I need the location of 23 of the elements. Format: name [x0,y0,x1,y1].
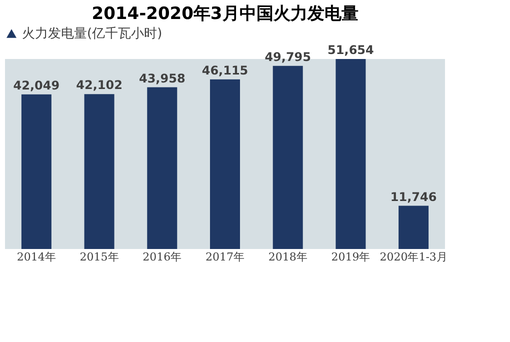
x-tick-label: 2017年 [206,250,244,264]
bar [398,206,429,249]
data-label: 49,795 [264,50,312,64]
data-label: 46,115 [202,63,248,78]
bar [147,87,178,249]
bar [21,94,52,249]
bar [84,94,114,249]
data-label: 11,746 [390,190,437,204]
x-tick-label: 2014年 [16,250,56,264]
data-label: 51,654 [328,43,374,57]
x-tick-label: 2015年 [80,250,119,264]
chart-title: 2014-2020年3月中国火力发电量 [92,4,358,24]
data-label: 42,049 [13,78,60,92]
legend-label: 火力发电量(亿千瓦小时) [22,26,162,42]
x-tick-label: 2016年 [142,250,182,264]
data-label: 43,958 [138,71,186,86]
bar [272,66,303,249]
bar [336,59,366,249]
data-label: 42,102 [76,78,122,92]
bar [210,79,240,249]
x-tick-label: 2019年 [331,250,370,264]
x-tick-label: 2018年 [268,250,308,264]
x-tick-label: 2020年1-3月 [380,250,448,264]
